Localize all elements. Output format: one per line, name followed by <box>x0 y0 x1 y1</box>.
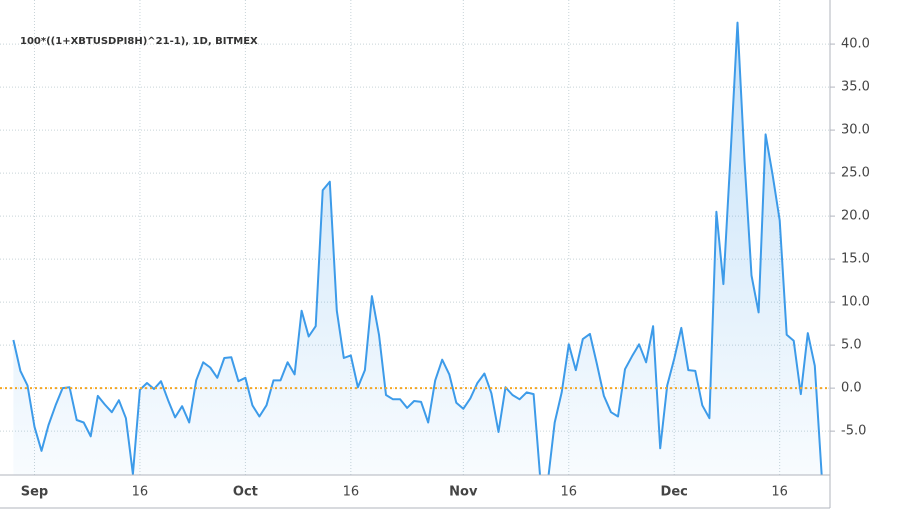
x-tick-label: 16 <box>560 485 577 500</box>
y-tick-label: 5.0 <box>841 338 862 353</box>
y-tick-label: 10.0 <box>841 295 870 310</box>
x-tick-label: 16 <box>771 485 788 500</box>
x-tick-label: 16 <box>132 485 149 500</box>
y-tick-label: 0.0 <box>841 381 862 396</box>
chart-title: 100*((1+XBTUSDPI8H)^21-1), 1D, BITMEX <box>20 36 258 47</box>
y-tick-label: 40.0 <box>841 37 870 52</box>
x-tick-label: Oct <box>233 485 258 500</box>
x-tick-label: 16 <box>343 485 360 500</box>
y-tick-label: 25.0 <box>841 166 870 181</box>
x-tick-label: Nov <box>449 485 478 500</box>
y-tick-label: -5.0 <box>841 424 866 439</box>
y-tick-label: 15.0 <box>841 252 870 267</box>
x-tick-label: Sep <box>21 485 49 500</box>
area-line <box>12 21 823 475</box>
y-tick-label: 20.0 <box>841 209 870 224</box>
area-fill <box>13 22 822 475</box>
y-tick-label: 35.0 <box>841 80 870 95</box>
x-tick-label: Dec <box>661 485 688 500</box>
y-tick-label: 30.0 <box>841 123 870 138</box>
